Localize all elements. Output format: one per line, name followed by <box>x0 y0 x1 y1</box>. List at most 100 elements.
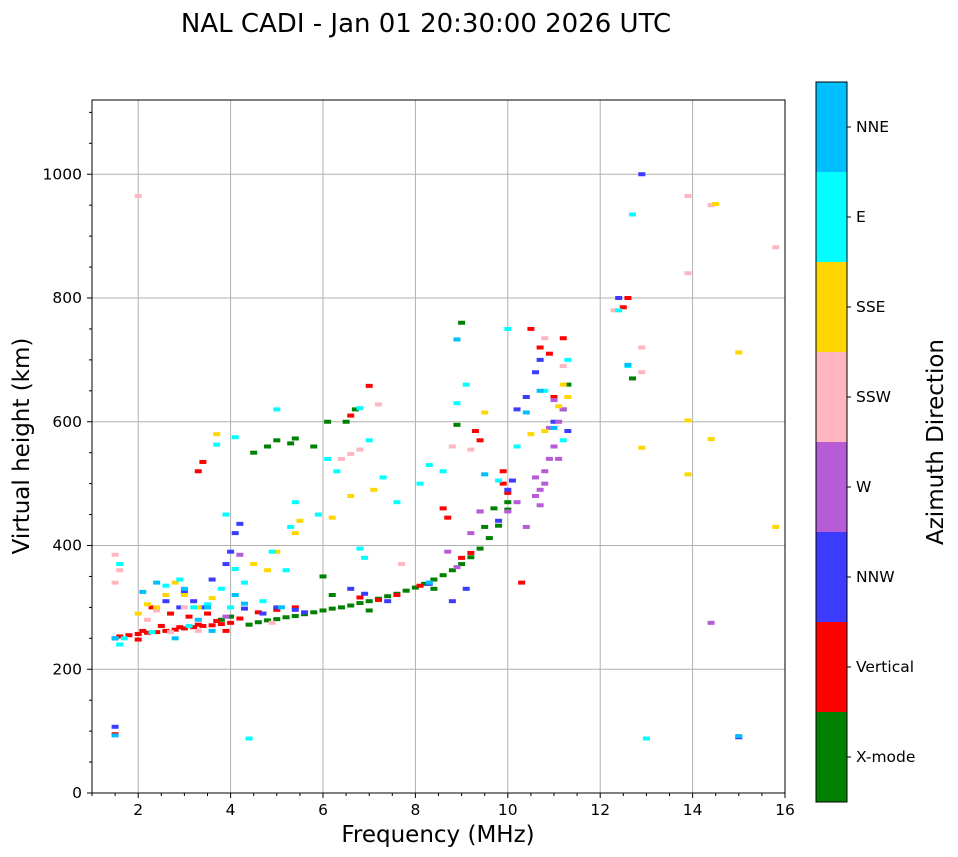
data-point <box>513 500 521 505</box>
data-point <box>513 407 521 412</box>
data-point <box>550 419 558 424</box>
data-point <box>559 438 567 443</box>
data-point <box>550 425 558 430</box>
data-point <box>356 447 364 452</box>
data-point <box>393 500 401 505</box>
data-point <box>314 512 322 517</box>
data-point <box>287 524 295 529</box>
data-point <box>134 193 142 198</box>
data-point <box>555 419 563 424</box>
data-point <box>291 607 299 612</box>
data-point <box>448 599 456 604</box>
data-point <box>180 605 188 610</box>
data-point <box>707 203 715 208</box>
data-point <box>291 500 299 505</box>
data-point <box>273 607 281 612</box>
data-point <box>217 622 225 627</box>
colorbar-segment <box>816 352 847 442</box>
data-point <box>356 601 364 606</box>
data-point <box>231 567 239 572</box>
data-point <box>236 616 244 621</box>
data-point <box>374 402 382 407</box>
colorbar-label: NNE <box>856 118 889 136</box>
y-tick-label: 200 <box>52 660 82 678</box>
colorbar-segment <box>816 262 847 352</box>
chart-title: NAL CADI - Jan 01 20:30:00 2026 UTC <box>181 9 671 39</box>
data-point <box>615 308 623 313</box>
data-point <box>476 546 484 551</box>
data-point <box>508 478 516 483</box>
data-point <box>273 407 281 412</box>
data-point <box>564 395 572 399</box>
data-point <box>536 388 544 393</box>
series-w <box>222 398 715 625</box>
data-point <box>550 444 558 449</box>
data-point <box>291 605 299 610</box>
data-point <box>485 536 493 541</box>
data-point <box>495 523 503 528</box>
data-point <box>541 388 549 393</box>
data-point <box>536 503 544 508</box>
colorbar-segment <box>816 712 847 802</box>
data-point <box>287 441 295 446</box>
data-point <box>139 628 147 633</box>
x-axis-label: Frequency (MHz) <box>341 822 534 848</box>
data-point <box>356 595 364 600</box>
data-point <box>143 630 151 635</box>
data-point <box>310 444 318 449</box>
series-sse <box>134 201 780 616</box>
y-axis-label: Virtual height (km) <box>9 338 35 555</box>
data-point <box>522 524 530 529</box>
data-point <box>310 610 318 615</box>
data-point <box>222 628 230 633</box>
series-ssw <box>111 193 780 635</box>
data-point <box>120 636 128 641</box>
data-point <box>180 589 188 594</box>
data-point <box>541 429 549 434</box>
data-point <box>564 357 572 362</box>
data-point <box>772 245 780 250</box>
x-tick-label: 14 <box>683 801 703 819</box>
data-point <box>347 494 355 498</box>
data-point <box>240 606 248 611</box>
y-tick-label: 600 <box>52 413 82 431</box>
data-point <box>176 605 184 610</box>
data-point <box>559 407 567 412</box>
data-point <box>430 577 438 582</box>
data-point <box>347 451 355 456</box>
data-point <box>250 562 258 567</box>
data-point <box>268 620 276 625</box>
data-point <box>398 562 406 567</box>
data-point <box>227 620 235 625</box>
data-point <box>425 580 433 585</box>
data-point <box>254 610 262 615</box>
colorbar-frame <box>815 81 848 803</box>
data-point <box>337 456 345 461</box>
data-point <box>504 326 512 331</box>
data-point <box>361 555 369 560</box>
data-point <box>453 565 461 570</box>
data-point <box>402 588 410 593</box>
x-tick-label: 4 <box>226 801 236 819</box>
data-point <box>185 614 193 619</box>
data-point <box>471 429 479 434</box>
data-point <box>328 593 336 597</box>
data-point <box>273 549 281 554</box>
data-point <box>180 586 188 591</box>
data-point <box>222 562 230 567</box>
data-point <box>444 515 452 520</box>
colorbar-title: Azimuth Direction <box>923 339 949 545</box>
data-point <box>559 336 567 341</box>
data-point <box>481 410 489 415</box>
series-e <box>116 212 650 741</box>
data-point <box>162 599 170 604</box>
data-point <box>291 614 299 619</box>
colorbar-label: X-mode <box>856 748 915 766</box>
data-point <box>264 618 272 623</box>
data-point <box>250 450 258 455</box>
colorbar-segment <box>816 442 847 532</box>
data-point <box>190 605 198 610</box>
data-point <box>481 524 489 529</box>
data-point <box>481 472 489 477</box>
data-point <box>347 413 355 418</box>
